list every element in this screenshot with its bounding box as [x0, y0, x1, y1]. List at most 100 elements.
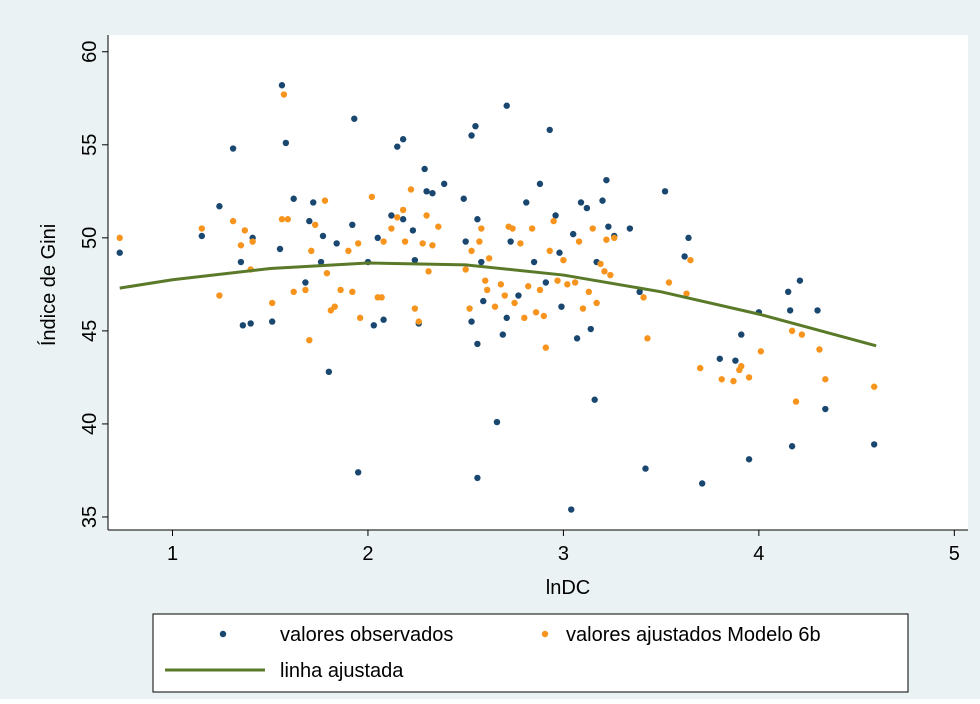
point — [306, 336, 313, 344]
point — [792, 398, 800, 405]
point — [738, 363, 745, 370]
point — [745, 456, 753, 463]
point — [280, 91, 288, 98]
point — [503, 314, 510, 322]
point — [478, 258, 485, 266]
point — [583, 204, 591, 212]
point — [440, 180, 448, 188]
point — [497, 281, 505, 288]
point — [468, 247, 475, 255]
point — [698, 480, 706, 487]
x-tick-label: 1 — [167, 543, 178, 565]
point — [515, 292, 522, 299]
point — [509, 225, 516, 232]
point — [661, 188, 669, 195]
point — [268, 299, 276, 307]
point — [198, 232, 206, 240]
point — [308, 247, 315, 255]
point — [399, 136, 407, 143]
y-tick-label: 45 — [79, 320, 101, 342]
point — [552, 212, 559, 219]
point — [822, 376, 829, 383]
point — [378, 294, 385, 301]
point — [786, 307, 794, 314]
point — [569, 230, 577, 238]
point — [310, 199, 317, 206]
point — [822, 405, 829, 413]
point — [593, 299, 600, 307]
point — [507, 238, 514, 245]
point — [429, 242, 436, 249]
legend-swatch — [541, 630, 549, 638]
point — [530, 258, 538, 266]
point — [290, 288, 297, 296]
point — [351, 115, 358, 122]
point — [374, 234, 381, 242]
point — [388, 225, 395, 232]
point — [577, 199, 585, 206]
point — [640, 294, 647, 301]
point — [394, 143, 401, 150]
point — [683, 290, 690, 297]
point — [745, 374, 753, 381]
point — [681, 253, 688, 260]
point — [757, 348, 765, 355]
point — [323, 269, 331, 277]
point — [474, 474, 481, 482]
y-axis-title: Índice de Gini — [37, 224, 60, 346]
point — [550, 217, 557, 225]
point — [814, 307, 821, 314]
point — [499, 331, 507, 338]
point — [349, 221, 356, 229]
point — [237, 258, 245, 266]
point — [523, 199, 530, 206]
point — [429, 189, 436, 197]
x-tick-label: 5 — [949, 543, 960, 565]
point — [462, 266, 469, 273]
legend — [152, 613, 909, 693]
point — [579, 305, 587, 312]
x-tick-label: 4 — [753, 543, 764, 565]
point — [421, 165, 428, 173]
point — [425, 268, 432, 275]
point — [284, 216, 292, 223]
point — [599, 197, 606, 204]
legend-label: valores observados — [280, 624, 453, 646]
point — [870, 383, 878, 390]
point — [462, 238, 469, 245]
x-tick-label: 2 — [362, 543, 373, 565]
point — [476, 238, 483, 245]
point — [636, 288, 643, 296]
point — [685, 234, 692, 242]
point — [525, 283, 532, 290]
point — [665, 279, 673, 286]
point — [290, 195, 297, 202]
point — [528, 225, 536, 232]
point — [460, 195, 467, 202]
point — [302, 279, 309, 286]
point — [511, 299, 518, 307]
point — [216, 203, 223, 210]
point — [501, 292, 508, 299]
x-tick-label: 3 — [558, 543, 569, 565]
point — [573, 335, 581, 342]
point — [116, 249, 123, 256]
point — [554, 277, 561, 284]
point — [597, 260, 604, 268]
point — [388, 212, 395, 219]
point — [229, 217, 237, 225]
point — [730, 377, 737, 385]
point — [411, 256, 419, 264]
point — [718, 376, 725, 383]
point — [380, 316, 387, 323]
point — [380, 238, 387, 245]
point — [237, 242, 245, 249]
point — [468, 132, 475, 139]
point — [276, 245, 284, 253]
point — [368, 193, 376, 201]
point — [480, 297, 487, 305]
legend-label: valores ajustados Modelo 6b — [566, 624, 821, 646]
point — [116, 234, 123, 242]
point — [325, 368, 333, 376]
